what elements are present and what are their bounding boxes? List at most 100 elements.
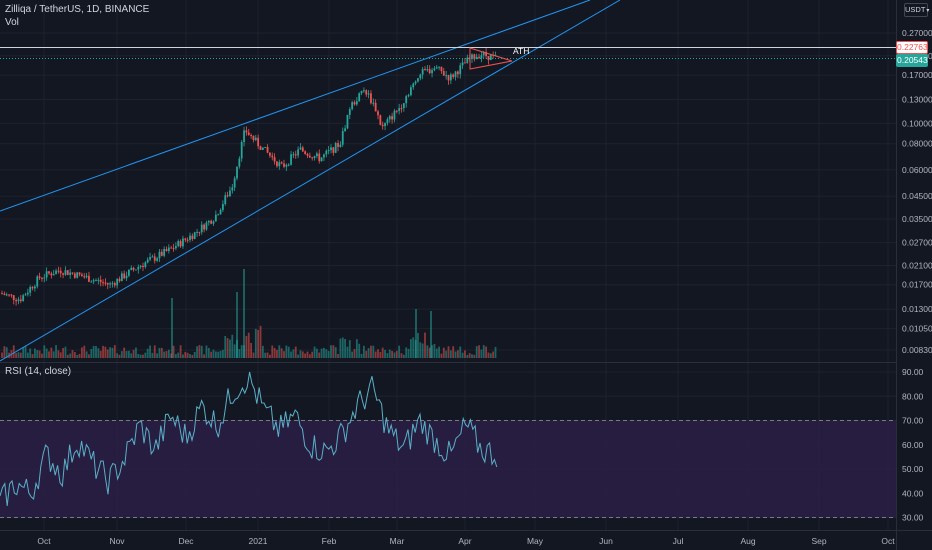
volume-bar — [130, 353, 133, 358]
volume-bar — [198, 345, 201, 358]
volume-bar — [271, 345, 274, 358]
candle-body — [165, 249, 168, 252]
candle-body — [480, 55, 483, 59]
volume-bar — [367, 348, 370, 358]
candle-body — [299, 147, 302, 150]
candle-body — [10, 294, 13, 296]
price-axis-label: 0.10000 — [902, 118, 932, 128]
volume-bar — [179, 345, 182, 358]
candle-body — [452, 74, 455, 77]
volume-bar — [95, 346, 97, 358]
candle-body — [15, 300, 17, 302]
candle-body — [320, 157, 323, 162]
lower-trendline — [0, 0, 621, 362]
candle-body — [407, 95, 410, 97]
volume-bar — [325, 349, 328, 358]
candle-body — [457, 71, 459, 75]
currency-selector[interactable]: USDT▾ — [904, 3, 929, 17]
candle-body — [426, 69, 429, 71]
candle-body — [398, 108, 401, 112]
volume-bar — [419, 342, 422, 358]
price-axis-label: 0.04500 — [902, 191, 932, 201]
volume-bar — [57, 350, 60, 358]
volume-bar — [146, 348, 149, 358]
volume-bar — [405, 347, 408, 358]
volume-bar — [163, 351, 166, 358]
candle-body — [125, 275, 128, 279]
rsi-axis[interactable]: 90.00 80.00 70.00 60.00 50.00 40.00 30.00 — [902, 367, 924, 523]
candle-body — [191, 235, 194, 239]
candle-body — [414, 81, 417, 84]
candle-body — [73, 273, 76, 278]
volume-bar — [36, 350, 39, 358]
volume-bar — [66, 354, 69, 358]
candle-body — [285, 164, 288, 167]
volume-bar — [417, 333, 419, 358]
candle-body — [475, 56, 478, 60]
volume-bar — [447, 346, 450, 358]
candle-body — [71, 272, 74, 274]
candle-body — [226, 195, 229, 197]
volume-bar — [466, 354, 469, 358]
candle-body — [45, 271, 48, 278]
candle-body — [372, 102, 375, 104]
rsi-legend[interactable]: RSI (14, close) — [5, 366, 72, 377]
volume-bar — [125, 351, 128, 358]
rsi-axis-label: 60.00 — [902, 440, 924, 450]
ath-annotation[interactable]: ATH — [513, 46, 529, 56]
volume-bar — [71, 350, 74, 358]
rsi-band — [0, 420, 896, 518]
volume-bar — [45, 348, 48, 358]
volume-bar — [172, 345, 175, 358]
volume-bar — [22, 347, 25, 358]
candle-body — [128, 269, 130, 276]
candle-body — [261, 147, 264, 150]
candle-body — [132, 267, 135, 270]
symbol-legend[interactable]: Zilliqa / TetherUS, 1D, BINANCE — [5, 4, 150, 15]
price-axis-label: 0.13000 — [902, 95, 932, 105]
trendlines[interactable] — [0, 0, 896, 362]
volume-bar — [231, 334, 234, 358]
volume-bar — [351, 351, 354, 358]
candle-body — [81, 274, 83, 277]
candle-body — [210, 220, 213, 224]
candle-body — [269, 152, 271, 156]
candle-body — [222, 204, 224, 210]
volume-bar — [433, 343, 436, 358]
volume-bar — [473, 354, 476, 358]
time-axis[interactable]: Oct Nov Dec 2021 Feb Mar Apr May Jun Jul Aug Sep Oct — [37, 536, 895, 546]
volume-bar — [15, 353, 17, 358]
candle-body — [379, 115, 382, 125]
volume-bar — [210, 351, 213, 358]
volume-bar — [269, 354, 271, 358]
candle-body — [198, 231, 201, 233]
volume-bar — [301, 351, 304, 358]
candle-body — [203, 224, 205, 230]
candle-body — [41, 277, 43, 279]
volume-bar — [177, 352, 180, 358]
candle-body — [393, 110, 396, 120]
volume-bar — [217, 351, 220, 358]
candle-body — [123, 273, 126, 279]
volume-legend[interactable]: Vol — [5, 17, 19, 28]
candle-body — [461, 62, 464, 66]
candle-body — [442, 71, 445, 76]
price-axis-label: 0.06000 — [902, 165, 932, 175]
candle-body — [102, 282, 104, 284]
candle-body — [473, 54, 476, 60]
candle-body — [252, 135, 255, 141]
price-axis[interactable]: 0.270000.210000.170000.130000.100000.080… — [902, 28, 932, 355]
candle-body — [62, 273, 64, 275]
candle-body — [339, 144, 342, 148]
candle-body — [172, 247, 175, 249]
candle-body — [276, 161, 278, 167]
volume-bar — [297, 354, 299, 358]
candle-body — [224, 195, 227, 205]
volume-bar — [233, 344, 236, 358]
candles — [1, 47, 497, 306]
candle-body — [139, 265, 142, 267]
candle-body — [175, 246, 177, 249]
candle-body — [146, 259, 149, 263]
volume-bar — [283, 351, 285, 358]
